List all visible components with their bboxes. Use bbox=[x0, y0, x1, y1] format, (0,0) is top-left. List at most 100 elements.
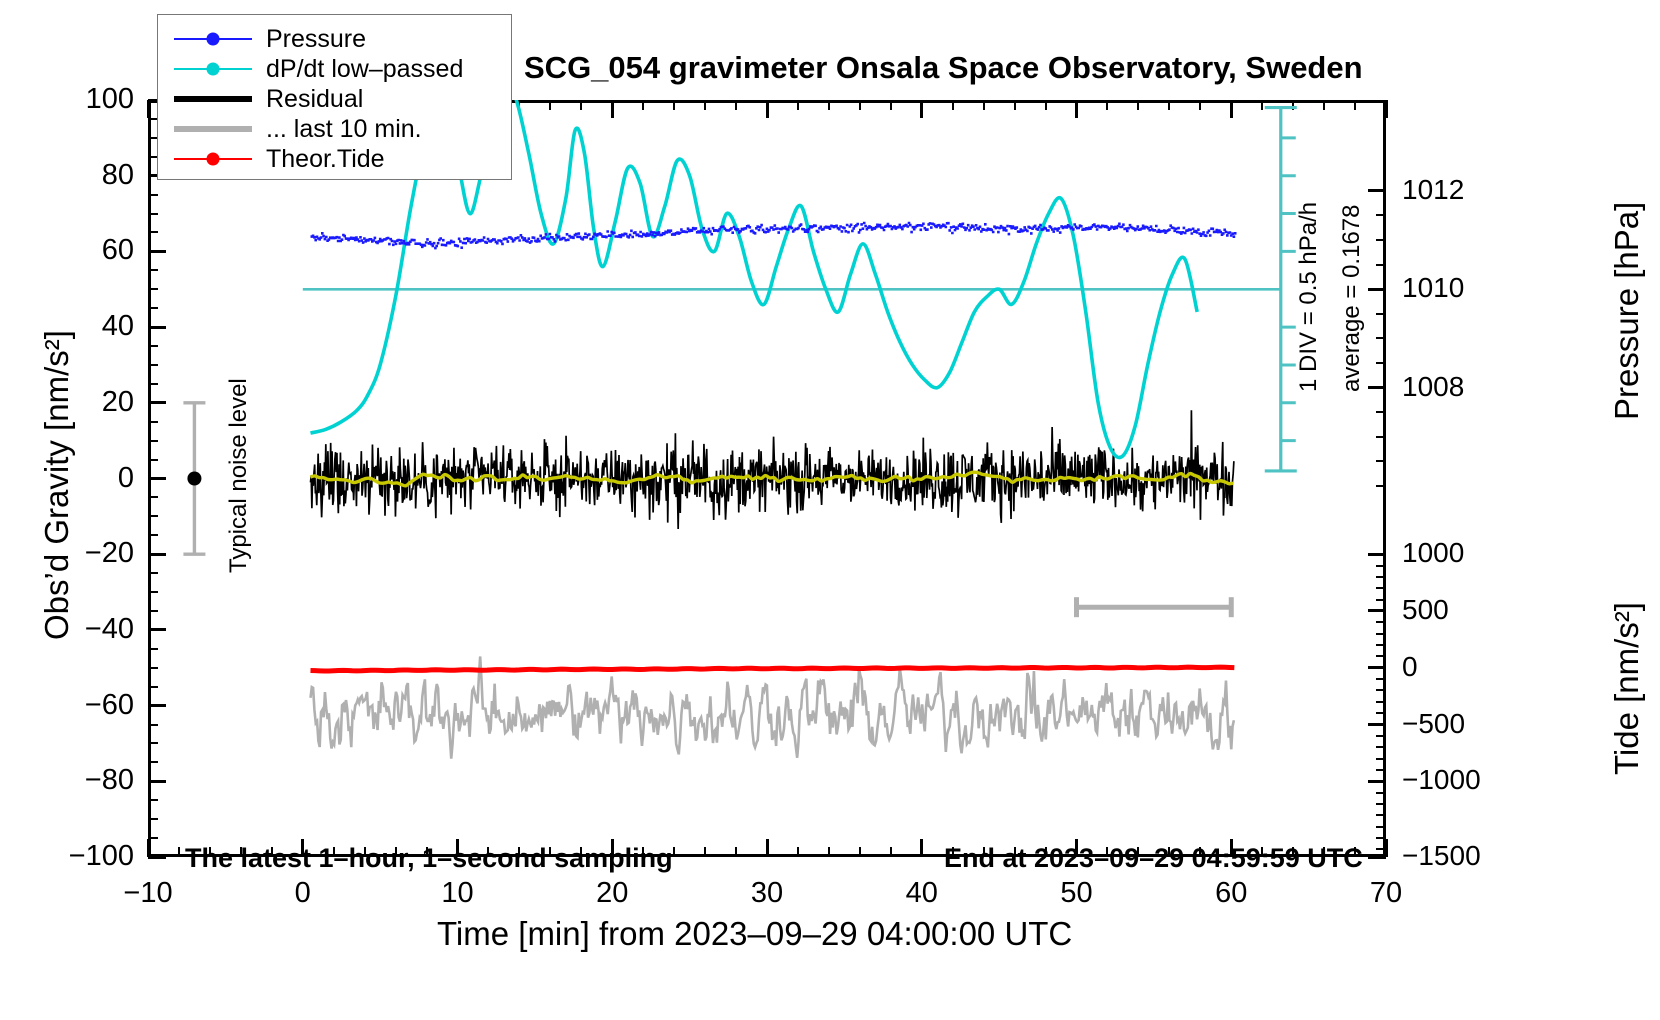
y-tick-label-5: 0 bbox=[117, 461, 134, 494]
legend-swatch-4 bbox=[174, 149, 252, 169]
legend-line-icon bbox=[174, 96, 252, 102]
y-tick-minor bbox=[148, 269, 158, 272]
legend-item-3[interactable]: ... last 10 min. bbox=[158, 114, 511, 144]
legend-label-1: dP/dt low–passed bbox=[266, 54, 464, 83]
x-tick-minor-top bbox=[1199, 100, 1202, 110]
series-residual-smoothed bbox=[310, 470, 1234, 488]
y-tick-minor bbox=[148, 685, 158, 688]
x-tick-minor bbox=[1354, 847, 1357, 857]
x-tick-minor-top bbox=[549, 100, 552, 110]
tide-tick-minor bbox=[1376, 837, 1386, 840]
x-tick-minor bbox=[1199, 847, 1202, 857]
pressure-tick-minor bbox=[1376, 460, 1386, 463]
x-tick-major bbox=[1075, 839, 1078, 857]
y-tick-major bbox=[148, 249, 166, 253]
legend-line-icon bbox=[174, 126, 252, 132]
x-tick-minor bbox=[425, 847, 428, 857]
x-tick-minor-top bbox=[1013, 100, 1016, 110]
y-tick-minor bbox=[148, 363, 158, 366]
x-tick-minor-top bbox=[1137, 100, 1140, 110]
legend-label-3: ... last 10 min. bbox=[266, 114, 422, 143]
x-tick-minor bbox=[642, 847, 645, 857]
y-tick-label-1: 80 bbox=[101, 158, 134, 191]
y-tick-label-10: −100 bbox=[68, 840, 134, 872]
tide-tick-label-2: 0 bbox=[1402, 650, 1418, 682]
y-tick-minor bbox=[148, 609, 158, 612]
x-axis-title: Time [min] from 2023–09–29 04:00:00 UTC bbox=[437, 915, 1073, 952]
x-tick-minor bbox=[1106, 847, 1109, 857]
x-tick-minor-top bbox=[796, 100, 799, 110]
x-tick-label-5: 40 bbox=[905, 877, 938, 909]
x-tick-minor-top bbox=[1354, 100, 1357, 110]
y-tick-minor bbox=[148, 723, 158, 726]
x-tick-minor bbox=[1137, 847, 1140, 857]
tide-tick-label-1: 500 bbox=[1402, 593, 1449, 625]
tide-tick-label-0: 1000 bbox=[1402, 537, 1465, 569]
x-tick-minor bbox=[239, 847, 242, 857]
x-tick-minor bbox=[1044, 847, 1047, 857]
x-tick-minor-top bbox=[642, 100, 645, 110]
dpdt-average-label: average = 0.1678 bbox=[1338, 204, 1365, 393]
y-tick-label-2: 60 bbox=[101, 234, 134, 267]
x-tick-minor bbox=[332, 847, 335, 857]
x-tick-minor bbox=[363, 847, 366, 857]
pressure-tick-minor bbox=[1376, 435, 1386, 438]
x-tick-minor bbox=[1261, 847, 1264, 857]
tide-tick-minor bbox=[1376, 644, 1386, 647]
y-tick-minor bbox=[148, 647, 158, 650]
tide-tick bbox=[1368, 609, 1386, 613]
y-tick-minor bbox=[148, 534, 158, 537]
y-tick-major bbox=[148, 401, 166, 405]
dpdt-scale-axis bbox=[1264, 105, 1297, 473]
x-tick-major bbox=[1229, 839, 1233, 857]
x-tick-minor-top bbox=[735, 100, 738, 110]
tide-tick-label-3: −500 bbox=[1402, 707, 1466, 739]
tide-tick-minor bbox=[1376, 825, 1386, 828]
pressure-tick-minor bbox=[1376, 362, 1386, 365]
y-tick-minor bbox=[148, 420, 158, 423]
legend-dot-icon bbox=[206, 32, 220, 46]
legend-item-2[interactable]: Residual bbox=[158, 84, 511, 114]
tide-tick-minor bbox=[1376, 621, 1386, 624]
x-tick-minor bbox=[889, 847, 892, 857]
x-tick-minor bbox=[951, 847, 954, 857]
pressure-tick-minor bbox=[1376, 485, 1386, 488]
x-tick-minor-top bbox=[1292, 100, 1295, 110]
series-pressure bbox=[310, 221, 1237, 250]
x-tick-major bbox=[146, 839, 150, 857]
tide-tick bbox=[1368, 723, 1386, 727]
x-tick-minor bbox=[1323, 847, 1326, 857]
x-tick-major-top bbox=[146, 100, 150, 118]
pressure-tick bbox=[1368, 189, 1386, 193]
x-tick-major-top bbox=[765, 100, 769, 118]
legend-item-0[interactable]: Pressure bbox=[158, 24, 511, 54]
tide-tick-minor bbox=[1376, 598, 1386, 601]
tide-tick-minor bbox=[1376, 655, 1386, 658]
tide-tick-minor bbox=[1376, 803, 1386, 805]
y-tick-minor bbox=[148, 345, 158, 348]
x-tick-minor bbox=[1168, 847, 1171, 857]
series-theoretical-tide bbox=[310, 664, 1235, 674]
legend-label-2: Residual bbox=[266, 84, 364, 113]
tide-tick-minor bbox=[1376, 848, 1386, 851]
tide-tick-label-5: −1500 bbox=[1402, 840, 1481, 871]
y-tick-label-4: 20 bbox=[101, 385, 134, 418]
x-tick-major bbox=[920, 839, 924, 857]
y-tick-minor bbox=[148, 458, 158, 461]
legend-item-1[interactable]: dP/dt low–passed bbox=[158, 54, 511, 84]
x-tick-minor bbox=[177, 847, 180, 857]
plot-data-layer bbox=[183, 100, 1297, 759]
x-tick-minor bbox=[827, 847, 830, 857]
y-tick-minor bbox=[148, 496, 158, 499]
legend-item-4[interactable]: Theor.Tide bbox=[158, 144, 511, 174]
tide-tick-minor bbox=[1376, 575, 1386, 578]
pressure-tick-minor bbox=[1376, 312, 1386, 315]
legend-swatch-0 bbox=[174, 29, 252, 49]
x-tick-minor-top bbox=[951, 100, 954, 110]
tide-tick-minor bbox=[1376, 757, 1386, 760]
tide-tick-minor bbox=[1376, 791, 1386, 794]
x-tick-minor bbox=[270, 847, 273, 857]
legend-swatch-2 bbox=[174, 89, 252, 109]
x-tick-minor-top bbox=[704, 100, 707, 110]
